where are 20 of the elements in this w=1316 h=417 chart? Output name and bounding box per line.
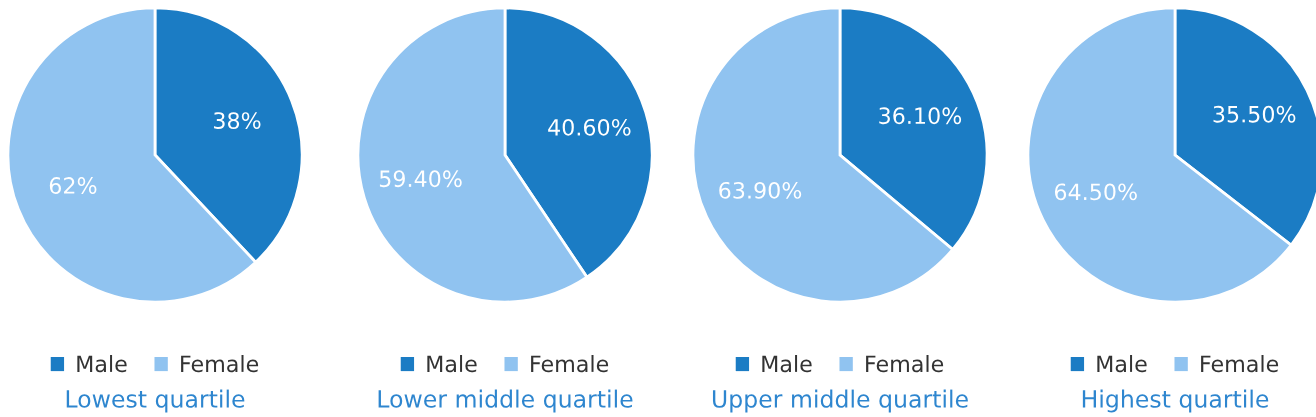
text: Upper middle quartile [712,389,968,413]
legend-label: Male [1097,355,1147,373]
legend-label: Female [866,355,944,373]
data-label: 62% [49,177,97,194]
data-label: 64.50% [1054,183,1137,201]
legend-label: Female [531,355,609,373]
legend-label: Male [77,355,127,373]
data-label: 35.50% [1213,105,1296,123]
legend-label: Female [1201,355,1279,373]
legend-label: Female [181,355,259,373]
text: Lowest quartile [66,389,245,413]
text: Lower middle quartile [378,389,633,413]
data-label: 63.90% [719,181,802,199]
data-label: 40.60% [548,118,631,136]
legend-label: Male [762,355,812,373]
text: Highest quartile [1082,389,1269,413]
data-label: 59.40% [379,170,462,188]
legend-label: Male [427,355,477,373]
data-label: 38% [214,112,261,129]
data-label: 36.10% [879,107,962,125]
